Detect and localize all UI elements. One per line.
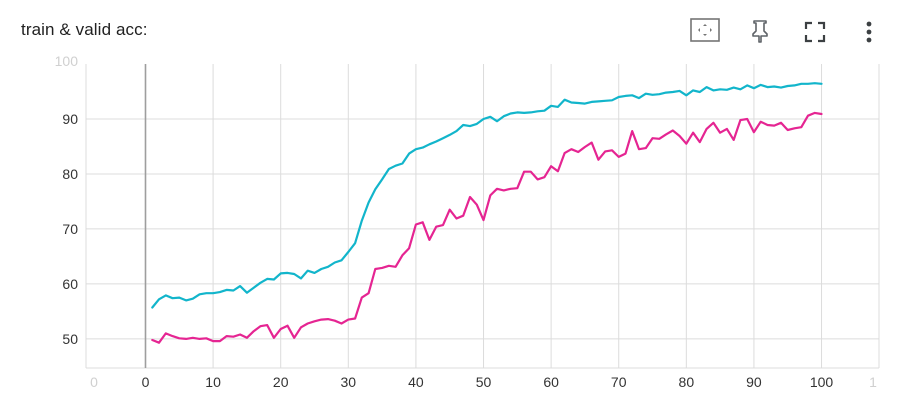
series-line-1 — [151, 82, 823, 309]
x-tick-label: 90 — [746, 374, 762, 390]
x-tick-label: 80 — [679, 374, 695, 390]
y-tick-label: 80 — [62, 166, 78, 182]
y-tick-label: 90 — [62, 111, 78, 127]
y-tick-label: 70 — [62, 221, 78, 237]
x-tick-label: 20 — [273, 374, 289, 390]
x-tick-label-faded: 1 — [869, 374, 877, 390]
fullscreen-icon — [804, 21, 826, 43]
y-tick-label-faded: 100 — [55, 53, 79, 69]
card-title: train & valid acc: — [21, 20, 148, 39]
x-tick-label: 30 — [341, 374, 357, 390]
pin-icon — [752, 20, 768, 43]
more-options-button[interactable] — [853, 16, 885, 48]
fit-domain-button[interactable] — [689, 15, 721, 47]
pin-button[interactable] — [744, 15, 776, 47]
more-vert-icon — [866, 21, 872, 43]
x-tick-label: 0 — [142, 374, 150, 390]
x-tick-label: 60 — [543, 374, 559, 390]
x-tick-label: 50 — [476, 374, 492, 390]
y-tick-label: 60 — [62, 276, 78, 292]
x-tick-label: 40 — [408, 374, 424, 390]
x-tick-label: 70 — [611, 374, 627, 390]
tick-labels: 0 10 20 30 40 50 60 70 80 90 100 0 1 50 60 70 80 90 100 — [55, 53, 877, 390]
series-line-2 — [151, 111, 823, 344]
x-tick-label: 10 — [205, 374, 221, 390]
x-tick-label: 100 — [810, 374, 834, 390]
fullscreen-button[interactable] — [799, 16, 831, 48]
x-tick-label-faded: 0 — [90, 374, 98, 390]
y-tick-label: 50 — [62, 331, 78, 347]
fit-domain-icon — [690, 18, 720, 42]
series — [151, 82, 823, 344]
